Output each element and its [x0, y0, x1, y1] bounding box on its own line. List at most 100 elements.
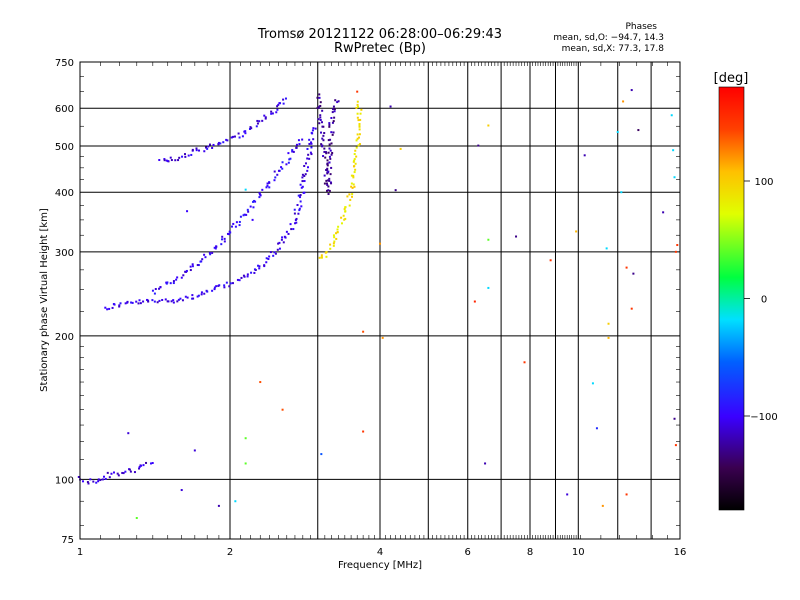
trace-point — [331, 121, 334, 124]
axis-ticks: 1 2 4 6 8 10 16 75 100 200 300 400 500 600 750 — [55, 58, 686, 558]
trace-point — [290, 228, 293, 231]
trace-point — [191, 297, 194, 300]
trace-point — [221, 238, 224, 241]
trace-point — [358, 133, 361, 136]
trace-point — [352, 176, 355, 179]
trace-point — [261, 119, 264, 122]
trace-point — [348, 204, 351, 207]
trace-point — [328, 125, 331, 128]
trace-point — [229, 231, 232, 234]
trace-point — [357, 144, 360, 147]
trace-point — [106, 471, 109, 474]
scatter-point — [515, 235, 518, 238]
trace-point — [329, 157, 332, 160]
scatter-point — [607, 336, 610, 339]
trace-point — [358, 124, 361, 127]
trace-point — [303, 191, 306, 194]
trace-point — [330, 166, 333, 169]
trace-point — [295, 221, 298, 224]
trace-point — [350, 182, 353, 185]
trace-point — [312, 127, 315, 130]
scatter-point — [632, 272, 635, 275]
trace-point — [329, 138, 332, 141]
trace-point — [303, 174, 306, 177]
trace-point — [325, 255, 328, 258]
trace-point — [331, 151, 334, 154]
trace-point — [322, 155, 325, 158]
trace-point — [300, 186, 303, 189]
trace-point — [304, 173, 307, 176]
trace — [318, 100, 363, 259]
trace-point — [97, 478, 100, 481]
y-tick-label: 500 — [55, 142, 74, 153]
trace-point — [261, 188, 264, 191]
trace-point — [298, 207, 301, 210]
trace-point — [156, 301, 159, 304]
trace-point — [326, 183, 329, 186]
trace-point — [217, 141, 220, 144]
scatter-point — [487, 286, 490, 289]
trace-point — [299, 196, 302, 199]
trace-point — [203, 150, 206, 153]
scatter-point — [320, 453, 323, 456]
trace-point — [209, 253, 212, 256]
trace-point — [329, 243, 332, 246]
trace-point — [325, 251, 328, 254]
trace-point — [291, 150, 294, 153]
trace-point — [301, 138, 304, 141]
trace-point — [350, 195, 353, 198]
trace-point — [310, 131, 313, 134]
trace-point — [311, 129, 314, 132]
trace-point — [195, 149, 198, 152]
colorbar: [deg] −100 0 100 — [714, 71, 778, 511]
trace-point — [328, 143, 331, 146]
trace-point — [116, 472, 119, 475]
trace-point — [259, 194, 262, 197]
y-tick-label: 600 — [55, 104, 74, 115]
scatter-point — [566, 493, 569, 496]
trace-point — [151, 289, 154, 292]
trace-point — [333, 116, 336, 119]
trace-point — [328, 155, 331, 158]
trace-point — [331, 111, 334, 114]
scatter-point — [673, 176, 676, 179]
trace-point — [213, 246, 216, 249]
trace-point — [281, 161, 284, 164]
trace-point — [166, 281, 169, 284]
trace-point — [306, 147, 309, 150]
trace-point — [196, 295, 199, 298]
trace-point — [169, 282, 172, 285]
scatter-point — [217, 504, 220, 507]
trace-point — [332, 242, 335, 245]
trace-point — [189, 265, 192, 268]
trace-point — [328, 177, 331, 180]
x-tick-label: 10 — [572, 547, 585, 558]
trace-point — [211, 289, 214, 292]
trace-point — [327, 185, 330, 188]
trace-point — [270, 110, 273, 113]
trace-point — [327, 151, 330, 154]
scatter-point — [251, 218, 254, 221]
trace-point — [192, 297, 195, 300]
trace-point — [299, 200, 302, 203]
trace-point — [356, 100, 359, 103]
trace-point — [337, 225, 340, 228]
trace-point — [320, 131, 323, 134]
trace-point — [118, 305, 121, 308]
trace-point — [301, 185, 304, 188]
trace-point — [228, 233, 231, 236]
trace-point — [288, 158, 291, 161]
x-mode-stats: mean, sd,X: 77.3, 17.8 — [561, 44, 664, 54]
trace-point — [344, 206, 347, 209]
trace-point — [320, 254, 323, 257]
trace-point — [269, 251, 272, 254]
trace-point — [258, 196, 261, 199]
trace-point — [295, 146, 298, 149]
trace-point — [99, 479, 102, 482]
trace-point — [306, 157, 309, 160]
trace — [158, 97, 287, 163]
trace-point — [355, 146, 358, 149]
trace-point — [325, 179, 328, 182]
trace-point — [294, 222, 297, 225]
trace-point — [108, 307, 111, 310]
